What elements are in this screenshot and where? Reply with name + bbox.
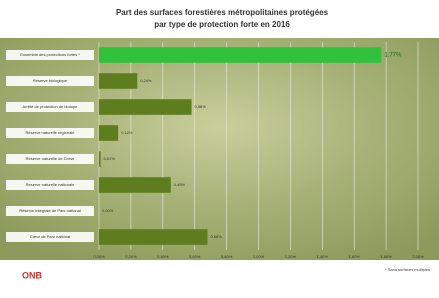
page: {"chart_data": {"type": "bar", "orientat… xyxy=(0,0,439,298)
y-tick-label: Réserve naturelle nationale xyxy=(26,182,75,187)
x-tick-label: 1,40% xyxy=(317,254,329,259)
chart-subtitle: par type de protection forte en 2016 xyxy=(154,20,290,29)
bar xyxy=(99,99,192,115)
bar xyxy=(99,229,207,245)
value-label: 0,24% xyxy=(140,78,152,83)
x-tick-label: 0,20% xyxy=(125,254,137,259)
value-label: 0,68% xyxy=(210,234,222,239)
footnote: * Sans surfaces multiples xyxy=(385,267,430,272)
value-label: 0,00% xyxy=(102,208,114,213)
bar xyxy=(99,125,118,141)
logo: ONB xyxy=(22,270,43,280)
y-tick-label: Réserve naturelle de Corse xyxy=(26,156,75,161)
chart: Part des surfaces forestières métropolit… xyxy=(0,0,439,293)
chart-title: Part des surfaces forestières métropolit… xyxy=(116,8,329,17)
bar xyxy=(99,47,381,63)
x-tick-label: 0,40% xyxy=(157,254,169,259)
background-photo xyxy=(0,38,439,260)
bar xyxy=(99,73,137,89)
bar xyxy=(99,151,101,167)
x-tick-label: 0,00% xyxy=(93,254,105,259)
x-tick-label: 1,60% xyxy=(349,254,361,259)
y-tick-label: Cœur de Parc national xyxy=(30,234,70,239)
x-tick-label: 1,80% xyxy=(380,254,392,259)
x-tick-label: 0,80% xyxy=(221,254,233,259)
y-tick-label: Ensemble des protections fortes * xyxy=(20,52,80,57)
x-tick-label: 1,00% xyxy=(253,254,265,259)
value-label: 0,45% xyxy=(174,182,186,187)
x-tick-label: 1,20% xyxy=(285,254,297,259)
y-tick-label: Réserve biologique xyxy=(33,78,68,83)
value-label: 0,01% xyxy=(104,156,116,161)
bar xyxy=(99,177,171,193)
y-tick-label: Réserve naturelle régionale xyxy=(26,130,76,135)
y-tick-label: Réserve intégrale de Parc national xyxy=(19,208,80,213)
value-label: 0,58% xyxy=(195,104,207,109)
x-tick-label: 2,00% xyxy=(412,254,424,259)
y-tick-label: Arrêté de protection de biotope xyxy=(23,104,79,109)
value-label: 1,77% xyxy=(384,53,402,59)
value-label: 0,12% xyxy=(121,130,133,135)
x-tick-label: 0,60% xyxy=(189,254,201,259)
